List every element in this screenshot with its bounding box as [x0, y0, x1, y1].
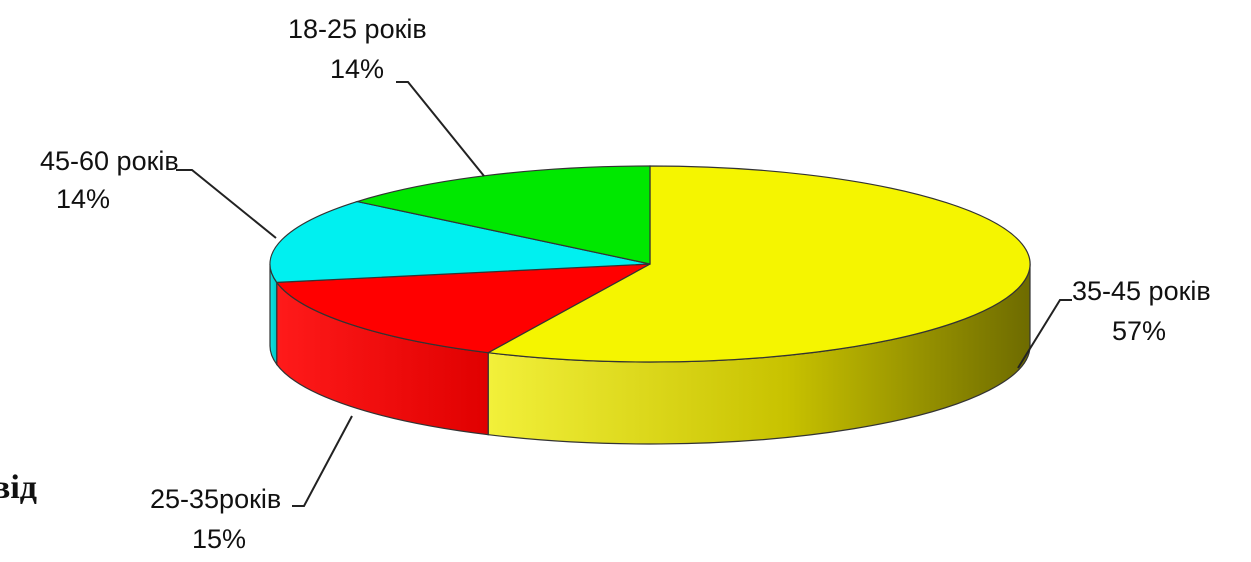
pie-tops	[269, 165, 1031, 363]
slice-label-45-60: 45-60 років	[40, 146, 179, 176]
pie-slice-18-25	[354, 165, 651, 265]
slice-percent-45-60: 14%	[56, 184, 110, 214]
leader-line-45-60	[176, 169, 277, 239]
slice-percent-18-25: 14%	[330, 54, 384, 84]
pie-slice-45-60	[269, 200, 651, 283]
leader-lines	[176, 81, 1072, 507]
pie-slice-35-45	[486, 165, 1031, 363]
leader-line-25-35	[292, 415, 353, 507]
slice-label-35-45: 35-45 років	[1072, 276, 1211, 306]
leader-line-18-25	[396, 81, 485, 177]
leader-line-35-45	[1017, 299, 1072, 369]
slice-percent-25-35: 15%	[192, 524, 246, 554]
slice-label-25-35: 25-35років	[150, 484, 281, 514]
slice-label-18-25: 18-25 років	[288, 14, 427, 44]
slice-percent-35-45: 57%	[1112, 316, 1166, 346]
pie-sides	[269, 263, 1031, 445]
pie-slice-25-35	[275, 263, 651, 354]
fragment-text: від	[0, 469, 37, 506]
